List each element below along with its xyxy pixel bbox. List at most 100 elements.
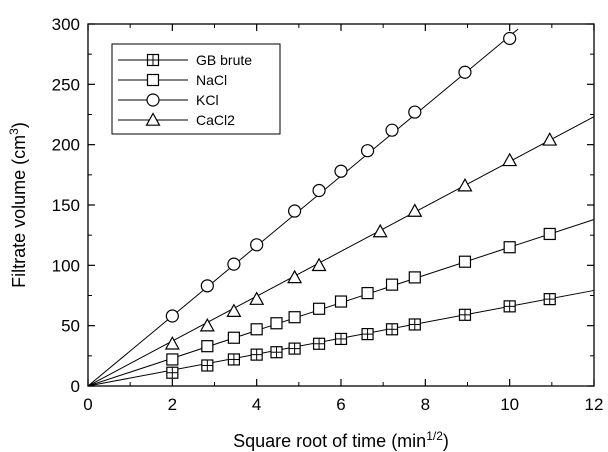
legend-item-gb-brute: GB brute: [118, 52, 252, 68]
legend-label: CaCl2: [196, 112, 235, 128]
point-kcl: [385, 123, 399, 137]
point-kcl: [334, 164, 348, 178]
point-cacl2: [372, 223, 388, 238]
marker-square: [503, 241, 516, 254]
point-gb-brute: [201, 359, 214, 372]
point-cacl2: [287, 269, 303, 284]
y-tick-label: 150: [52, 196, 80, 215]
marker-square: [408, 271, 421, 284]
x-tick-label: 2: [168, 395, 177, 414]
point-nacl: [166, 353, 179, 366]
point-nacl: [227, 331, 240, 344]
x-tick-label: 0: [83, 395, 92, 414]
point-nacl: [543, 227, 556, 241]
y-tick-label: 100: [52, 256, 80, 275]
point-kcl: [288, 204, 302, 218]
point-gb-brute: [503, 300, 516, 313]
point-gb-brute: [458, 308, 472, 321]
legend-label: NaCl: [196, 72, 227, 88]
marker-square: [146, 73, 160, 87]
y-tick-label: 300: [52, 15, 80, 34]
marker-square: [312, 302, 326, 315]
point-nacl: [288, 311, 301, 324]
legend-item-nacl: NaCl: [118, 72, 227, 88]
marker-square: [201, 340, 214, 353]
x-tick-label: 4: [252, 395, 261, 414]
fit-line-kcl: [87, 28, 519, 387]
legend-marker: [146, 53, 160, 67]
point-nacl: [503, 241, 516, 254]
axis-ticks: 0 2 4 6 8 10 12 0 50 100 150 200 250 300: [52, 15, 604, 414]
point-kcl: [458, 65, 472, 79]
data-markers: [164, 31, 558, 379]
point-cacl2: [164, 336, 180, 350]
point-kcl: [250, 238, 264, 252]
y-axis-title: Filtrate volume (cm3): [7, 122, 29, 288]
point-kcl: [312, 183, 326, 198]
y-tick-label: 250: [52, 75, 80, 94]
point-cacl2: [311, 257, 327, 272]
point-kcl: [200, 279, 214, 293]
marker-square: [361, 286, 374, 300]
marker-square: [270, 317, 283, 330]
point-gb-brute: [408, 318, 421, 331]
point-cacl2: [407, 203, 423, 217]
point-gb-brute: [227, 353, 240, 366]
point-gb-brute: [543, 293, 556, 306]
point-kcl: [165, 309, 179, 323]
marker-square: [334, 295, 348, 308]
marker-square: [385, 278, 399, 291]
fit-line-cacl2: [87, 116, 595, 387]
y-tick-label: 200: [52, 136, 80, 155]
point-kcl: [503, 31, 517, 46]
point-gb-brute: [361, 328, 374, 341]
x-tick-label: 12: [585, 395, 604, 414]
point-nacl: [270, 317, 283, 330]
marker-square: [166, 353, 179, 366]
point-gb-brute: [270, 346, 283, 359]
point-kcl: [227, 257, 241, 271]
x-tick-label: 6: [336, 395, 345, 414]
point-gb-brute: [250, 348, 263, 361]
point-nacl: [312, 302, 326, 315]
legend-marker: [146, 93, 160, 107]
point-nacl: [408, 271, 421, 284]
y-tick-label: 50: [61, 317, 80, 336]
point-kcl: [408, 105, 422, 119]
point-cacl2: [226, 303, 242, 317]
marker-square: [288, 311, 301, 324]
point-gb-brute: [385, 323, 399, 336]
legend-item-kcl: KCl: [118, 92, 219, 108]
point-cacl2: [502, 152, 518, 167]
legend-marker: [145, 112, 161, 126]
point-nacl: [361, 286, 374, 300]
legend: GB brute NaCl KCl CaCl2: [111, 43, 281, 135]
point-nacl: [458, 255, 472, 268]
point-nacl: [334, 295, 348, 308]
point-cacl2: [249, 291, 265, 305]
x-tick-label: 8: [421, 395, 430, 414]
point-nacl: [250, 323, 263, 336]
marker-square: [458, 255, 472, 268]
y-tick-label: 0: [71, 377, 80, 396]
point-nacl: [201, 340, 214, 353]
point-cacl2: [457, 177, 473, 192]
legend-box: [111, 43, 281, 135]
point-kcl: [360, 144, 375, 158]
legend-marker: [146, 73, 160, 87]
x-tick-label: 10: [500, 395, 519, 414]
marker-square: [543, 227, 556, 241]
point-gb-brute: [166, 366, 179, 379]
marker-square: [227, 331, 240, 344]
point-gb-brute: [334, 332, 348, 346]
point-nacl: [385, 278, 399, 291]
marker-square: [250, 323, 263, 336]
point-gb-brute: [312, 337, 326, 350]
point-gb-brute: [288, 342, 301, 355]
point-cacl2: [199, 317, 215, 332]
x-axis-title: Square root of time (min1/2): [233, 429, 449, 451]
legend-label: KCl: [196, 92, 219, 108]
legend-item-cacl2: CaCl2: [118, 112, 235, 128]
point-cacl2: [542, 132, 558, 146]
